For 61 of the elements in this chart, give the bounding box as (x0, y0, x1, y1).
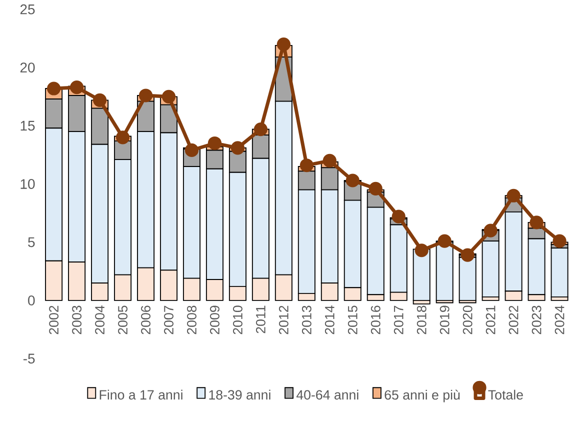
point (254, 122, 268, 136)
x-tick-label: 2023 (532, 306, 542, 334)
y-tick-label: 20 (20, 62, 35, 72)
x-tick-label: 2013 (302, 306, 312, 334)
point (184, 143, 199, 157)
x-tick-label: 2006 (141, 306, 150, 334)
point (552, 234, 566, 248)
point (276, 37, 290, 51)
x-tick-label: 2019 (440, 306, 450, 334)
point (300, 158, 314, 172)
point (322, 154, 336, 168)
point (368, 182, 382, 196)
bar (458, 256, 476, 301)
point (230, 140, 245, 155)
legend-label: 65 anni e più (384, 390, 460, 402)
legend-label: 40-64 anni (296, 390, 358, 400)
point (346, 174, 360, 188)
y-tick-label: -5 (23, 354, 35, 364)
point (92, 93, 107, 107)
x-tick-label: 2009 (210, 306, 220, 334)
legend-label: Totale (488, 390, 523, 400)
bar (550, 247, 568, 298)
x-tick-label: 2004 (95, 305, 104, 334)
point (414, 243, 428, 258)
point (70, 80, 84, 94)
point (47, 82, 61, 96)
y-tick-label: 5 (28, 237, 35, 247)
y-tick-label: 25 (20, 4, 35, 14)
point (162, 90, 176, 104)
point (460, 248, 474, 262)
point (138, 88, 153, 102)
x-tick-label: 2003 (72, 306, 82, 334)
point (438, 234, 452, 248)
x-tick-label: 2022 (508, 306, 518, 334)
x-tick-label: 2002 (49, 306, 59, 334)
y-tick-label: 0 (28, 295, 35, 306)
point (392, 210, 406, 224)
point (506, 188, 520, 202)
x-tick-label: 2014 (324, 305, 334, 334)
x-tick-label: 2015 (348, 306, 358, 334)
x-tick-label: 2011 (256, 306, 266, 333)
point (484, 224, 498, 238)
point (530, 215, 544, 230)
legend-label: 18-39 anni (209, 390, 270, 400)
x-tick-label: 2008 (187, 306, 196, 334)
x-tick-label: 2021 (486, 306, 496, 334)
x-tick-label: 2024 (554, 305, 564, 334)
x-tick-label: 2010 (232, 306, 242, 334)
x-tick-label: 2020 (462, 306, 472, 334)
x-tick-label: 2005 (118, 306, 128, 334)
legend-label: Fino a 17 anni (100, 390, 182, 400)
x-tick-label: 2007 (164, 306, 174, 334)
y-tick-label: 15 (20, 120, 35, 131)
x-tick-label: 2018 (416, 306, 426, 334)
y-tick-label: 10 (20, 178, 35, 189)
point (208, 136, 222, 150)
x-tick-label: 2016 (370, 306, 380, 334)
x-tick-label: 2017 (394, 306, 404, 334)
bar (436, 242, 454, 301)
x-tick-label: 2012 (278, 306, 288, 334)
point (116, 130, 130, 144)
